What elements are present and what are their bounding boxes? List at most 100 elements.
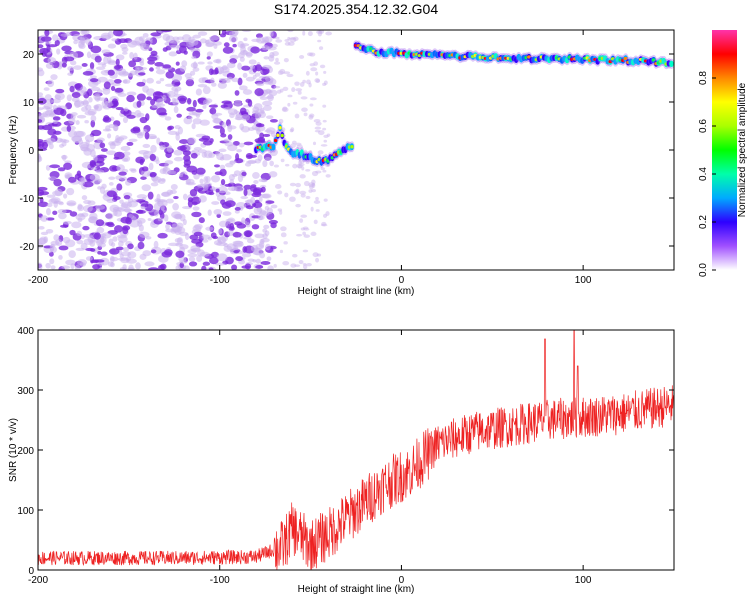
spectrogram-noise-speckle xyxy=(303,180,310,187)
spectrogram-noise-speckle xyxy=(100,148,108,152)
spectrogram-noise-speckle xyxy=(203,182,213,187)
spectrogram-noise-speckle xyxy=(242,72,248,78)
spectrogram-noise-speckle xyxy=(108,59,116,64)
spectrogram-noise-speckle xyxy=(299,82,305,87)
spectrogram-noise-speckle xyxy=(105,212,114,220)
spectrogram-noise-speckle xyxy=(129,52,134,59)
spectrogram-noise-speckle xyxy=(234,90,240,96)
snr-x-tick-label: -200 xyxy=(28,575,48,586)
spectrogram-noise-speckle xyxy=(188,256,196,262)
spectrogram-noise-speckle xyxy=(193,147,202,151)
spectrogram-noise-speckle xyxy=(128,60,137,68)
snr-x-label: Height of straight line (km) xyxy=(298,584,415,595)
spectrogram-ridge-core xyxy=(274,138,278,143)
spectrogram-noise-speckle xyxy=(292,163,298,169)
spectrogram-noise-speckle xyxy=(172,202,179,211)
spectrogram-noise-speckle xyxy=(234,206,241,211)
spectrogram-noise-speckle xyxy=(75,120,80,125)
spectrogram-noise-speckle xyxy=(179,260,188,264)
spectrogram-noise-speckle xyxy=(232,231,242,238)
spectrogram-noise-speckle xyxy=(46,208,51,216)
spectrogram-noise-speckle xyxy=(272,51,279,57)
spectrogram-noise-speckle xyxy=(275,39,283,43)
spectrogram-noise-speckle xyxy=(164,116,172,121)
spectrogram-noise-speckle xyxy=(305,161,310,165)
spectrogram-noise-speckle xyxy=(75,213,86,221)
spectrogram-noise-speckle xyxy=(97,250,102,255)
spectrogram-noise-speckle xyxy=(182,34,192,42)
spectrogram-noise-speckle xyxy=(262,228,268,233)
spectrogram-noise-speckle xyxy=(83,205,93,213)
spectrogram-noise-speckle xyxy=(299,218,304,223)
spectrogram-noise-speckle xyxy=(300,96,308,100)
spectrogram-noise-speckle xyxy=(229,222,235,230)
spectrogram-noise-speckle xyxy=(250,46,261,54)
spectrogram-noise-speckle xyxy=(197,61,205,65)
spectrogram-noise-speckle xyxy=(295,182,301,188)
spectrogram-noise-speckle xyxy=(313,61,319,66)
spectrogram-noise-speckle xyxy=(102,128,112,132)
spectrogram-noise-speckle xyxy=(112,206,123,212)
spectrogram-ridge-core xyxy=(280,133,284,138)
spectrogram-noise-speckle xyxy=(206,51,213,57)
spectrogram-noise-speckle xyxy=(307,52,313,57)
spectrogram-noise-speckle xyxy=(50,265,56,270)
spectrogram-noise-speckle xyxy=(159,112,168,116)
spectrogram-noise-speckle xyxy=(310,206,314,212)
colorbar: 0.0 0.2 0.4 0.6 0.8 Normalized spectral ampl… xyxy=(698,30,748,277)
spectrogram-noise-speckle xyxy=(177,126,184,135)
spectrogram-noise-speckle xyxy=(229,160,237,164)
spectrogram-noise-speckle xyxy=(157,178,166,184)
spectrogram-noise-speckle xyxy=(190,152,198,159)
spectrogram-noise-speckle xyxy=(126,91,137,96)
spectrogram-noise-speckle xyxy=(225,256,234,265)
spectrogram-noise-speckle xyxy=(202,261,211,266)
spectrogram-noise-speckle xyxy=(188,47,200,52)
spectrogram-noise-speckle xyxy=(320,144,328,147)
spectrogram-noise-speckle xyxy=(259,132,265,139)
spectrogram-noise-speckle xyxy=(178,267,185,270)
spectrogram-noise-speckle xyxy=(135,156,146,164)
spectrogram-noise-speckle xyxy=(76,230,83,236)
spectrogram-noise-speckle xyxy=(262,64,272,70)
spectrogram-noise-speckle xyxy=(185,78,195,87)
spectrogram-noise-speckle xyxy=(282,261,290,266)
spectrogram-noise-speckle xyxy=(47,123,58,127)
spectrogram-noise-speckle xyxy=(266,115,274,120)
spectrogram-noise-speckle xyxy=(110,85,116,92)
spectrogram-noise-speckle xyxy=(241,171,247,177)
spectrogram-noise-speckle xyxy=(245,76,255,82)
spectrogram-noise-speckle xyxy=(214,67,219,75)
spectrogram-noise-speckle xyxy=(244,230,252,238)
spectrogram-noise-speckle xyxy=(264,157,272,161)
spectrogram-noise-speckle xyxy=(162,166,168,172)
spectrogram-noise-speckle xyxy=(322,169,327,173)
spectrogram-noise-speckle xyxy=(193,231,203,237)
spectrogram-noise-speckle xyxy=(65,31,72,36)
spectrogram-noise-speckle xyxy=(312,252,319,258)
spectrogram-noise-speckle xyxy=(54,94,62,100)
spectrogram-noise-speckle xyxy=(76,114,87,119)
spectrogram-noise-speckle xyxy=(211,201,220,205)
spectrogram-noise-speckle xyxy=(273,164,280,168)
spectrogram-noise-speckle xyxy=(174,214,182,220)
spectrogram-noise-speckle xyxy=(120,203,129,209)
spectrogram-noise-speckle xyxy=(136,209,144,214)
spectrogram-noise-speckle xyxy=(89,78,99,83)
spectrogram-noise-speckle xyxy=(136,66,148,71)
colorbar-tick-label: 0.4 xyxy=(698,167,709,181)
spectrogram-noise-speckle xyxy=(88,97,93,103)
spectrogram-noise-speckle xyxy=(153,202,162,211)
spectrogram-band-core xyxy=(623,56,628,61)
spectrogram-noise-speckle xyxy=(183,159,191,166)
spectrogram-noise-speckle xyxy=(47,176,58,181)
spectrogram-noise-speckle xyxy=(291,87,296,93)
spectrogram-noise-speckle xyxy=(224,200,236,208)
spectrogram-noise-speckle xyxy=(221,100,232,105)
spectrogram-noise-speckle xyxy=(114,210,123,217)
spectrogram-noise-speckle xyxy=(62,220,72,225)
spectrogram-ridge-core xyxy=(276,133,280,138)
spectrogram-noise-speckle xyxy=(155,69,166,75)
spectrogram-noise-speckle xyxy=(265,243,271,251)
spectrogram-noise-speckle xyxy=(81,63,88,67)
